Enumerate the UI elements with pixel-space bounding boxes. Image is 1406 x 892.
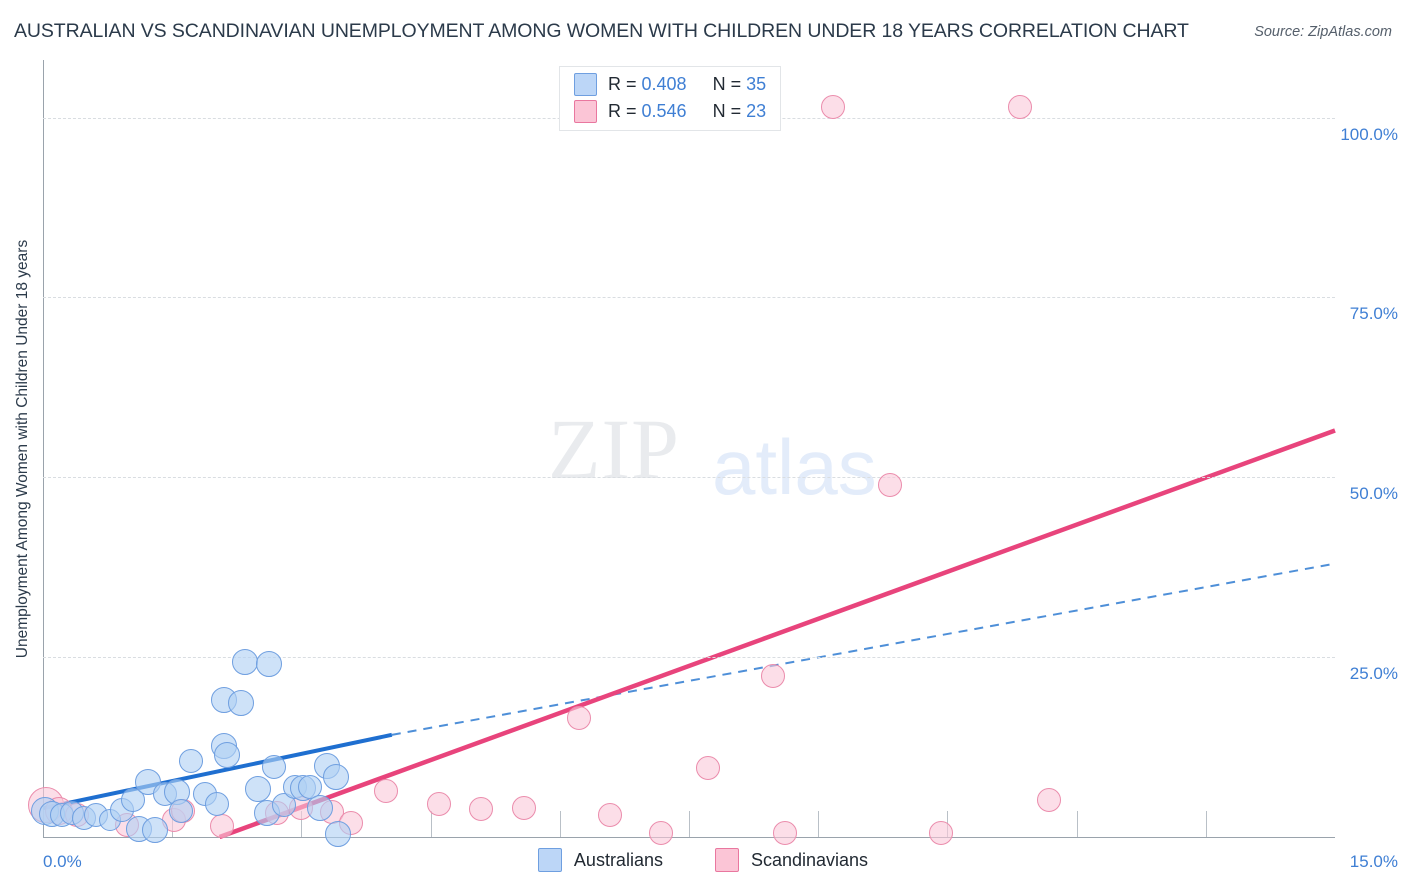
scatter-point-blue[interactable] [121, 787, 146, 812]
y-axis-title: Unemployment Among Women with Children U… [10, 60, 36, 837]
scatter-point-blue[interactable] [204, 791, 229, 816]
x-axis-tick [430, 811, 432, 837]
plot-area: ZIP atlas [28, 60, 1336, 848]
source-label: Source: ZipAtlas.com [1254, 24, 1392, 40]
legend-marker-scandinavians-icon [714, 848, 739, 872]
scatter-point-pink[interactable] [695, 755, 720, 780]
n-value-scandinavians: 23 [746, 101, 767, 121]
gridline [43, 297, 1335, 299]
scatter-point-pink[interactable] [1037, 787, 1062, 812]
trend-line-australians-solid [42, 732, 393, 811]
scatter-point-blue[interactable] [322, 763, 349, 790]
series-legend: Australians Scandinavians [0, 848, 1406, 872]
scatter-point-pink[interactable] [1007, 94, 1032, 119]
trend-line-scandinavians [218, 428, 1336, 840]
stats-legend: R = 0.408 N = 35 R = 0.546 N = 23 [559, 66, 782, 131]
y-axis-title-text: Unemployment Among Women with Children U… [14, 239, 32, 658]
gridline [43, 657, 1335, 659]
y-axis-tick-label: 25.0% [1349, 664, 1398, 684]
scatter-point-pink[interactable] [649, 820, 674, 845]
r-value-scandinavians: 0.546 [641, 101, 687, 121]
y-axis-tick-label: 50.0% [1349, 484, 1398, 504]
scatter-point-pink[interactable] [820, 94, 845, 119]
scatter-point-blue[interactable] [228, 690, 255, 717]
scatter-point-blue[interactable] [231, 649, 258, 676]
y-axis-tick-label: 100.0% [1340, 124, 1398, 144]
x-axis-tick [1205, 811, 1207, 837]
x-axis-tick [1076, 811, 1078, 837]
x-axis-tick [689, 811, 690, 837]
gridline [43, 477, 1335, 479]
scatter-point-pink[interactable] [761, 663, 786, 688]
scatter-point-pink[interactable] [468, 796, 493, 821]
r-value-australians: 0.408 [641, 74, 687, 94]
scatter-point-pink[interactable] [427, 791, 452, 816]
x-axis-min-label: 0.0% [43, 852, 82, 871]
legend-marker-australians-icon [537, 848, 562, 872]
legend-swatch-scandinavians-icon [574, 100, 597, 123]
scatter-point-blue[interactable] [179, 749, 204, 774]
r-label-australians: R = [608, 74, 637, 94]
scatter-point-pink[interactable] [373, 778, 398, 803]
trend-lines [42, 428, 1336, 840]
scatter-point-blue[interactable] [255, 651, 282, 678]
scatter-point-pink[interactable] [511, 795, 536, 820]
legend-label-australians: Australians [573, 849, 663, 870]
x-axis-line [43, 837, 1335, 838]
scatter-point-pink[interactable] [566, 705, 591, 730]
scatter-point-pink[interactable] [773, 821, 798, 846]
x-axis-tick [301, 811, 303, 837]
scatter-point-blue[interactable] [245, 775, 272, 802]
scatter-point-pink[interactable] [597, 802, 622, 827]
y-axis-tick-label: 75.0% [1349, 304, 1398, 324]
x-axis-tick [818, 811, 820, 837]
n-label-scandinavians: N = [712, 101, 742, 121]
scatter-point-pink[interactable] [877, 473, 902, 498]
page-title: AUSTRALIAN VS SCANDINAVIAN UNEMPLOYMENT … [14, 20, 1189, 42]
x-axis-tick [559, 811, 561, 837]
legend-item-australians[interactable]: Australians [537, 848, 663, 872]
y-axis-line [43, 60, 44, 837]
scatter-point-blue[interactable] [253, 799, 280, 826]
scatter-point-blue[interactable] [168, 799, 193, 824]
n-label-australians: N = [712, 74, 742, 94]
r-label-scandinavians: R = [608, 101, 637, 121]
legend-swatch-australians-icon [574, 73, 597, 96]
trend-line-australians-dashed [391, 562, 1336, 736]
scatter-point-blue[interactable] [307, 795, 334, 822]
stats-row-australians: R = 0.408 N = 35 [574, 73, 766, 96]
scatter-point-blue[interactable] [214, 741, 241, 768]
x-axis-max-label: 15.0% [1349, 852, 1398, 871]
scatter-point-blue[interactable] [324, 821, 351, 848]
legend-label-scandinavians: Scandinavians [750, 849, 869, 870]
legend-item-scandinavians[interactable]: Scandinavians [714, 848, 869, 872]
stats-row-scandinavians: R = 0.546 N = 23 [574, 100, 766, 123]
n-value-australians: 35 [746, 74, 767, 94]
scatter-point-blue[interactable] [261, 755, 286, 780]
scatter-point-pink[interactable] [210, 814, 235, 839]
scatter-point-pink[interactable] [928, 820, 953, 845]
scatter-point-blue[interactable] [141, 816, 168, 843]
